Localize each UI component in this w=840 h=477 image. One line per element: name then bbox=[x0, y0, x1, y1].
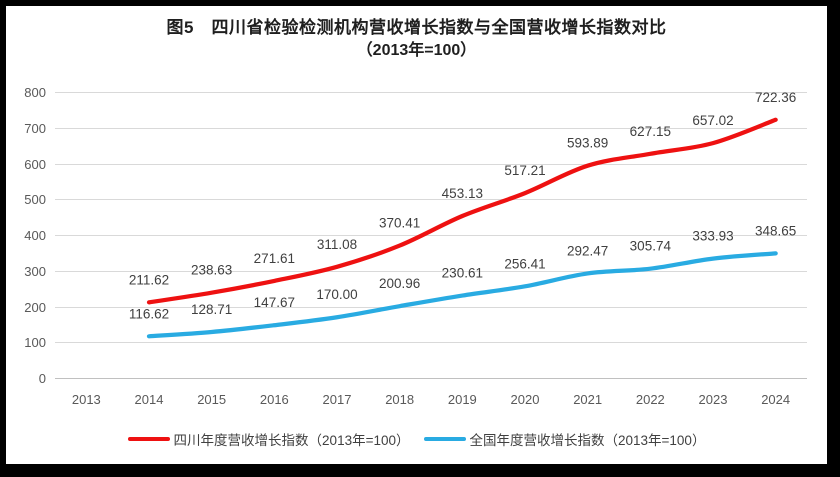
data-label-sichuan-2018: 370.41 bbox=[379, 216, 420, 231]
data-label-sichuan-2020: 517.21 bbox=[504, 163, 545, 178]
data-label-national-2018: 200.96 bbox=[379, 276, 420, 291]
data-label-sichuan-2014: 211.62 bbox=[129, 272, 169, 287]
chart-title-line1: 图5 四川省检验检测机构营收增长指数与全国营收增长指数对比 bbox=[166, 18, 667, 37]
data-label-sichuan-2021: 593.89 bbox=[567, 136, 608, 151]
legend-item-sichuan: 四川年度营收增长指数（2013年=100） bbox=[127, 429, 410, 449]
data-label-national-2021: 292.47 bbox=[567, 243, 608, 258]
legend-label-national: 全国年度营收增长指数（2013年=100） bbox=[469, 433, 706, 448]
chart-title-line2: （2013年=100） bbox=[356, 41, 477, 59]
data-label-national-2015: 128.71 bbox=[191, 302, 232, 317]
series-line-national bbox=[146, 251, 778, 339]
x-tick-label-2016: 2016 bbox=[260, 392, 289, 407]
data-label-sichuan-2019: 453.13 bbox=[442, 186, 483, 201]
x-tick-label-2014: 2014 bbox=[135, 392, 164, 407]
data-label-national-2020: 256.41 bbox=[504, 256, 545, 271]
data-label-national-2022: 305.74 bbox=[630, 239, 672, 254]
data-label-national-2017: 170.00 bbox=[316, 287, 357, 302]
x-tick-label-2020: 2020 bbox=[511, 392, 540, 407]
x-tick-label-2017: 2017 bbox=[323, 392, 352, 407]
chart-canvas: 图5 四川省检验检测机构营收增长指数与全国营收增长指数对比 （2013年=100… bbox=[6, 6, 827, 464]
data-label-national-2014: 116.62 bbox=[129, 306, 169, 321]
x-tick-label-2021: 2021 bbox=[573, 392, 602, 407]
x-tick-label-2022: 2022 bbox=[636, 392, 665, 407]
legend-label-sichuan: 四川年度营收增长指数（2013年=100） bbox=[173, 433, 410, 448]
data-label-national-2023: 333.93 bbox=[692, 229, 733, 244]
series-line-sichuan bbox=[146, 117, 778, 305]
y-tick-label-100: 100 bbox=[24, 335, 46, 350]
legend-swatch-sichuan-line bbox=[127, 437, 170, 441]
data-label-sichuan-2017: 311.08 bbox=[317, 237, 357, 252]
data-label-national-2016: 147.67 bbox=[254, 295, 295, 310]
y-tick-label-800: 800 bbox=[24, 85, 46, 100]
x-tick-label-2018: 2018 bbox=[385, 392, 414, 407]
y-tick-label-700: 700 bbox=[24, 121, 46, 136]
chart-legend: 四川年度营收增长指数（2013年=100） 全国年度营收增长指数（2013年=1… bbox=[6, 429, 827, 449]
x-tick-label-2015: 2015 bbox=[197, 392, 226, 407]
x-tick-label-2023: 2023 bbox=[699, 392, 728, 407]
x-tick-label-2019: 2019 bbox=[448, 392, 477, 407]
data-label-national-2024: 348.65 bbox=[755, 223, 796, 238]
y-tick-label-500: 500 bbox=[24, 192, 46, 207]
data-label-sichuan-2022: 627.15 bbox=[630, 124, 671, 139]
y-tick-label-600: 600 bbox=[24, 157, 46, 172]
line-chart: 0 100 200 300 400 500 600 700 800 2013 2014 2015 201… bbox=[24, 85, 807, 407]
data-label-national-2019: 230.61 bbox=[442, 266, 483, 281]
x-tick-label-2013: 2013 bbox=[72, 392, 101, 407]
legend-swatch-national-line bbox=[423, 437, 466, 441]
data-label-sichuan-2024: 722.36 bbox=[755, 90, 796, 105]
y-tick-label-400: 400 bbox=[24, 228, 46, 243]
data-label-sichuan-2016: 271.61 bbox=[254, 251, 295, 266]
y-tick-label-200: 200 bbox=[24, 300, 46, 315]
x-tick-label-2024: 2024 bbox=[761, 392, 790, 407]
y-tick-label-0: 0 bbox=[39, 371, 46, 386]
legend-item-national: 全国年度营收增长指数（2013年=100） bbox=[423, 429, 706, 449]
y-tick-label-300: 300 bbox=[24, 264, 46, 279]
chart-title: 图5 四川省检验检测机构营收增长指数与全国营收增长指数对比 （2013年=100… bbox=[6, 16, 827, 62]
data-label-sichuan-2023: 657.02 bbox=[692, 113, 733, 128]
data-label-sichuan-2015: 238.63 bbox=[191, 263, 232, 278]
